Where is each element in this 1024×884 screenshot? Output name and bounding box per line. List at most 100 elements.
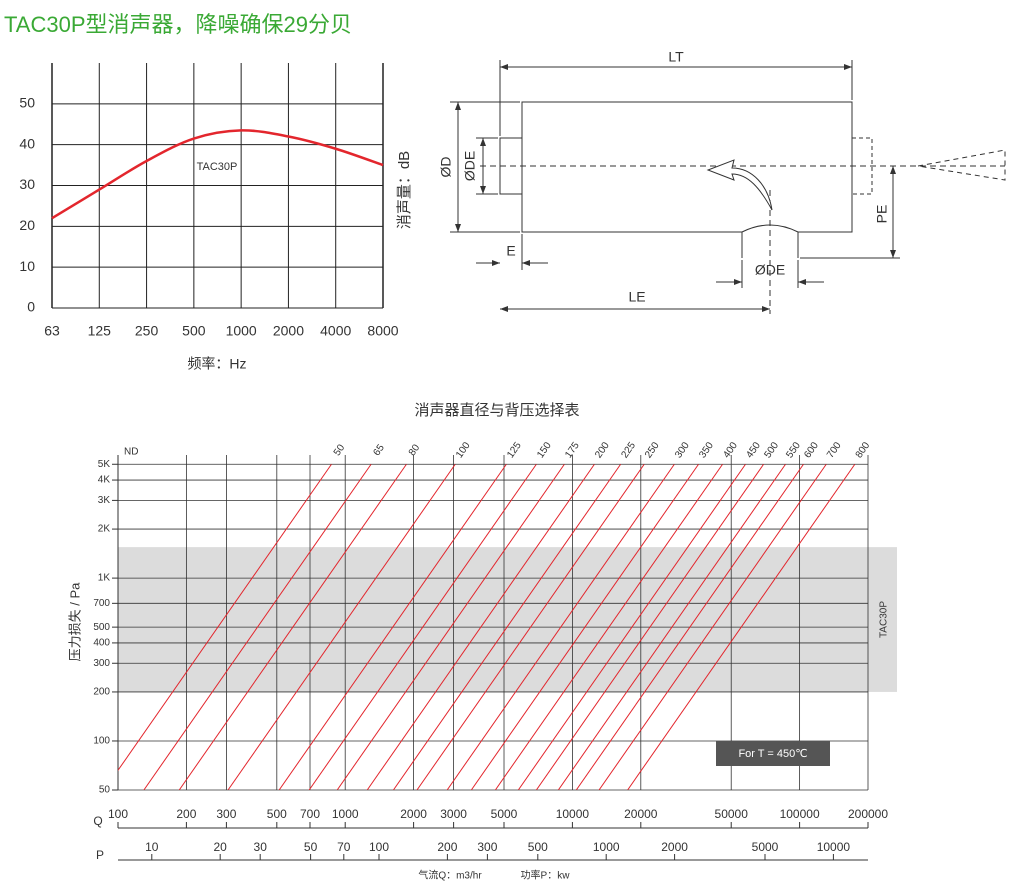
x-tick-label: 100000 bbox=[780, 807, 820, 821]
page-title: TAC30P型消声器，降噪确保29分贝 bbox=[4, 12, 352, 37]
nd-line bbox=[446, 463, 675, 790]
chart-title: 消声器直径与背压选择表 bbox=[414, 401, 579, 419]
nd-label: 125 bbox=[505, 440, 524, 460]
flow-arrow bbox=[706, 159, 773, 211]
highlight-label: TAC30P bbox=[879, 601, 890, 638]
x-axis-label: 气流Q：m3/hr bbox=[418, 869, 482, 882]
x-tick-label: 5000 bbox=[491, 807, 518, 821]
nd-line bbox=[535, 463, 764, 790]
y-tick-label: 50 bbox=[19, 95, 35, 111]
nd-label: 550 bbox=[784, 440, 803, 460]
x-tick-label: 3000 bbox=[440, 807, 467, 821]
nd-line bbox=[143, 463, 372, 790]
curve-label: TAC30P bbox=[197, 161, 238, 173]
x-axis-label: 频率：Hz bbox=[187, 356, 246, 372]
label-od: ØD bbox=[438, 157, 454, 178]
nd-label: 65 bbox=[372, 442, 388, 458]
y-tick-label: 10 bbox=[19, 258, 35, 274]
x2-tick-label: 300 bbox=[477, 840, 497, 854]
x2-axis-label: 功率P：kw bbox=[521, 869, 571, 882]
x2-tick-label: 10000 bbox=[817, 840, 851, 854]
y-tick-label: 3K bbox=[98, 495, 111, 506]
nd-label: 175 bbox=[563, 440, 582, 460]
y-tick-label: 0 bbox=[27, 299, 35, 315]
nd-line bbox=[308, 463, 537, 790]
x-tick-label: 125 bbox=[88, 323, 112, 339]
x-tick-label: 700 bbox=[300, 807, 320, 821]
x2-tick-label: 50 bbox=[304, 840, 318, 854]
label-le: LE bbox=[628, 289, 645, 305]
x-tick-label: 300 bbox=[216, 807, 236, 821]
x2-tick-label: 200 bbox=[437, 840, 457, 854]
nd-line bbox=[627, 463, 856, 790]
nd-line bbox=[517, 463, 746, 790]
nd-line bbox=[118, 463, 332, 772]
nd-line bbox=[598, 463, 827, 790]
nd-line bbox=[557, 463, 786, 790]
x2-tick-label: 500 bbox=[528, 840, 548, 854]
x2-tick-label: 10 bbox=[145, 840, 159, 854]
x2-tick-label: 30 bbox=[254, 840, 268, 854]
nd-label: 350 bbox=[697, 440, 716, 460]
series-label: ND bbox=[124, 447, 138, 458]
annotation-box bbox=[716, 741, 830, 766]
nd-label: 600 bbox=[802, 440, 821, 460]
nd-line bbox=[366, 463, 595, 790]
label-pe: PE bbox=[874, 205, 890, 224]
y-tick-label: 2K bbox=[98, 524, 111, 535]
y-tick-label: 400 bbox=[93, 638, 110, 649]
x2-tick-label: 20 bbox=[214, 840, 228, 854]
y-axis-label: 压力损失 / Pa bbox=[67, 582, 82, 662]
nd-line bbox=[227, 463, 456, 790]
nd-label: 400 bbox=[721, 440, 740, 460]
nd-line bbox=[178, 463, 407, 790]
nd-line bbox=[494, 463, 723, 790]
y-tick-label: 40 bbox=[19, 135, 35, 151]
annotation: For T = 450℃ bbox=[738, 748, 807, 760]
dimension-diagram: LT ØD ØDE E PE ØDE LE bbox=[438, 49, 1006, 314]
y-tick-label: 50 bbox=[99, 785, 111, 796]
x-tick-label: 500 bbox=[182, 323, 206, 339]
nd-line bbox=[336, 463, 565, 790]
x-tick-label: 200000 bbox=[848, 807, 888, 821]
x-tick-label: 2000 bbox=[400, 807, 427, 821]
y-tick-label: 500 bbox=[93, 622, 110, 633]
highlight-band bbox=[118, 547, 897, 692]
y-tick-label: 4K bbox=[98, 475, 111, 486]
nd-label: 300 bbox=[673, 440, 692, 460]
nd-label: 250 bbox=[643, 440, 662, 460]
x2-axis-name: P bbox=[96, 848, 104, 862]
nd-label: 700 bbox=[825, 440, 844, 460]
x2-tick-label: 5000 bbox=[752, 840, 779, 854]
x-tick-label: 1000 bbox=[226, 323, 257, 339]
nd-label: 80 bbox=[407, 442, 423, 458]
nd-label: 150 bbox=[535, 440, 554, 460]
curve bbox=[51, 129, 384, 220]
nd-label: 225 bbox=[619, 440, 638, 460]
body bbox=[521, 101, 853, 233]
y-tick-label: 700 bbox=[93, 598, 110, 609]
x-tick-label: 2000 bbox=[273, 323, 304, 339]
x-tick-label: 63 bbox=[44, 323, 60, 339]
y-tick-label: 1K bbox=[98, 573, 111, 584]
x2-tick-label: 2000 bbox=[661, 840, 688, 854]
y-tick-label: 200 bbox=[93, 687, 110, 698]
y-tick-label: 100 bbox=[93, 736, 110, 747]
x2-tick-label: 1000 bbox=[593, 840, 620, 854]
nd-line bbox=[470, 463, 699, 790]
x2-tick-label: 100 bbox=[369, 840, 389, 854]
nd-line bbox=[278, 463, 507, 790]
cone bbox=[917, 149, 1006, 181]
x-tick-label: 50000 bbox=[715, 807, 749, 821]
nd-line bbox=[393, 463, 622, 790]
x-axis-name: Q bbox=[93, 814, 102, 828]
y-tick-label: 300 bbox=[93, 658, 110, 669]
label-lt: LT bbox=[668, 49, 684, 65]
y-tick-label: 20 bbox=[19, 217, 35, 233]
label-ode-outlet: ØDE bbox=[755, 262, 785, 278]
y-tick-label: 30 bbox=[19, 176, 35, 192]
x-tick-label: 20000 bbox=[624, 807, 658, 821]
outlet-dashed bbox=[851, 137, 873, 195]
x2-tick-label: 70 bbox=[337, 840, 351, 854]
